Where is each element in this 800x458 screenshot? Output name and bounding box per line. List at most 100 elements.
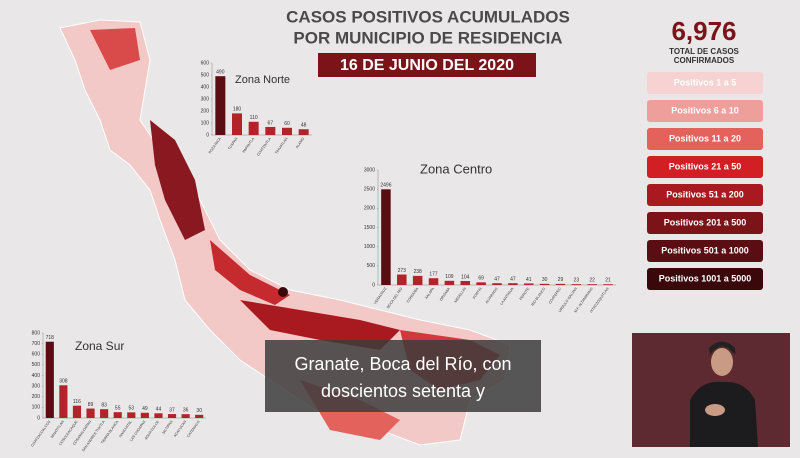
- y-tick-label: 600: [201, 60, 210, 66]
- bar: [100, 409, 109, 418]
- title: CASOS POSITIVOS ACUMULADOS: [286, 7, 570, 26]
- x-tick-label: FORTIN: [472, 286, 483, 299]
- value-label: 48: [301, 123, 307, 129]
- value-label: 53: [129, 406, 135, 412]
- legend: Positivos 1 a 5 Positivos 6 a 10 Positivos…: [647, 72, 763, 290]
- value-label: 110: [250, 115, 258, 121]
- total-label: TOTAL DE CASOS: [669, 47, 739, 56]
- y-tick-label: 100: [32, 405, 41, 411]
- y-tick-label: 0: [206, 132, 209, 138]
- legend-swatch: [647, 240, 763, 262]
- value-label: 2496: [380, 183, 391, 189]
- value-label: 83: [101, 403, 107, 409]
- bar: [508, 283, 518, 285]
- legend-label: Positivos 6 a 10: [671, 105, 739, 115]
- y-tick-label: 700: [32, 341, 41, 347]
- value-label: 44: [156, 407, 162, 413]
- bar: [282, 127, 292, 135]
- value-label: 21: [605, 278, 611, 284]
- y-tick-label: 500: [201, 72, 210, 78]
- y-tick-label: 0: [37, 415, 40, 421]
- bar: [298, 129, 309, 135]
- bar: [265, 126, 276, 135]
- legend-label: Positivos 1001 a 5000: [659, 273, 752, 283]
- y-tick-label: 800: [32, 330, 41, 336]
- y-tick-label: 200: [32, 394, 41, 400]
- caption: doscientos setenta y: [321, 381, 485, 401]
- y-tick-label: 400: [201, 84, 210, 90]
- legend-swatch: [647, 156, 763, 178]
- value-label: 67: [268, 120, 274, 126]
- bar: [571, 284, 582, 285]
- bar: [381, 189, 391, 285]
- bar: [45, 341, 54, 418]
- value-label: 60: [284, 121, 290, 127]
- bar: [412, 275, 423, 285]
- value-label: 37: [169, 407, 175, 413]
- y-tick-label: 300: [32, 383, 41, 389]
- date: 16 DE JUNIO DEL 2020: [340, 57, 514, 74]
- value-label: 69: [478, 276, 484, 282]
- bar: [555, 283, 566, 285]
- value-label: 49: [142, 406, 148, 412]
- bar: [167, 414, 177, 418]
- value-label: 55: [115, 405, 121, 411]
- bar: [603, 284, 613, 285]
- value-label: 22: [589, 277, 595, 283]
- y-tick-label: 500: [32, 362, 41, 368]
- y-tick-label: 600: [32, 352, 41, 358]
- value-label: 177: [429, 272, 438, 278]
- total-label: CONFIRMADOS: [674, 56, 735, 65]
- value-label: 36: [183, 408, 189, 414]
- total-value: 6,976: [671, 16, 736, 46]
- legend-swatch: [647, 212, 763, 234]
- y-tick-label: 300: [201, 96, 210, 102]
- bar: [476, 282, 486, 285]
- bar: [248, 121, 259, 135]
- bar: [444, 280, 455, 285]
- bar: [59, 385, 68, 418]
- legend-swatch: [647, 268, 763, 290]
- y-tick-label: 2500: [364, 186, 375, 192]
- x-tick-label: ALAMO: [295, 137, 305, 150]
- legend-swatch: [647, 184, 763, 206]
- bar: [397, 274, 407, 285]
- bar: [587, 284, 597, 285]
- y-tick-label: 200: [201, 108, 210, 114]
- legend-label: Positivos 1 a 5: [674, 77, 737, 87]
- caption: Granate, Boca del Río, con: [294, 354, 511, 374]
- value-label: 89: [88, 402, 94, 408]
- interpreter: [632, 333, 790, 447]
- value-label: 47: [494, 277, 500, 283]
- value-label: 273: [398, 268, 407, 274]
- chart-title: Zona Centro: [420, 161, 492, 176]
- value-label: 23: [574, 277, 580, 283]
- bar: [428, 278, 439, 285]
- y-tick-label: 0: [372, 282, 375, 288]
- bar: [127, 412, 136, 418]
- bar: [86, 408, 95, 418]
- title: POR MUNICIPIO DE RESIDENCIA: [293, 28, 562, 47]
- bar: [154, 413, 163, 418]
- x-tick-label: PEROTE: [519, 286, 531, 301]
- legend-label: Positivos 11 a 20: [669, 133, 741, 143]
- x-tick-label: TUXPAN: [227, 136, 239, 150]
- value-label: 718: [46, 335, 55, 341]
- value-label: 308: [59, 379, 68, 385]
- y-tick-label: 500: [367, 263, 376, 269]
- legend-label: Positivos 501 a 1000: [661, 245, 749, 255]
- y-tick-label: 2000: [364, 206, 375, 212]
- legend-label: Positivos 201 a 500: [664, 217, 747, 227]
- value-label: 490: [216, 70, 225, 76]
- caption-box: [265, 340, 541, 412]
- bar: [195, 414, 204, 418]
- chart-title: Zona Norte: [235, 74, 290, 86]
- legend-swatch: [647, 128, 763, 150]
- legend-swatch: [647, 100, 763, 122]
- value-label: 29: [558, 277, 564, 283]
- bar: [523, 283, 534, 285]
- bar: [215, 76, 226, 135]
- bar: [140, 412, 149, 418]
- value-label: 30: [542, 277, 548, 283]
